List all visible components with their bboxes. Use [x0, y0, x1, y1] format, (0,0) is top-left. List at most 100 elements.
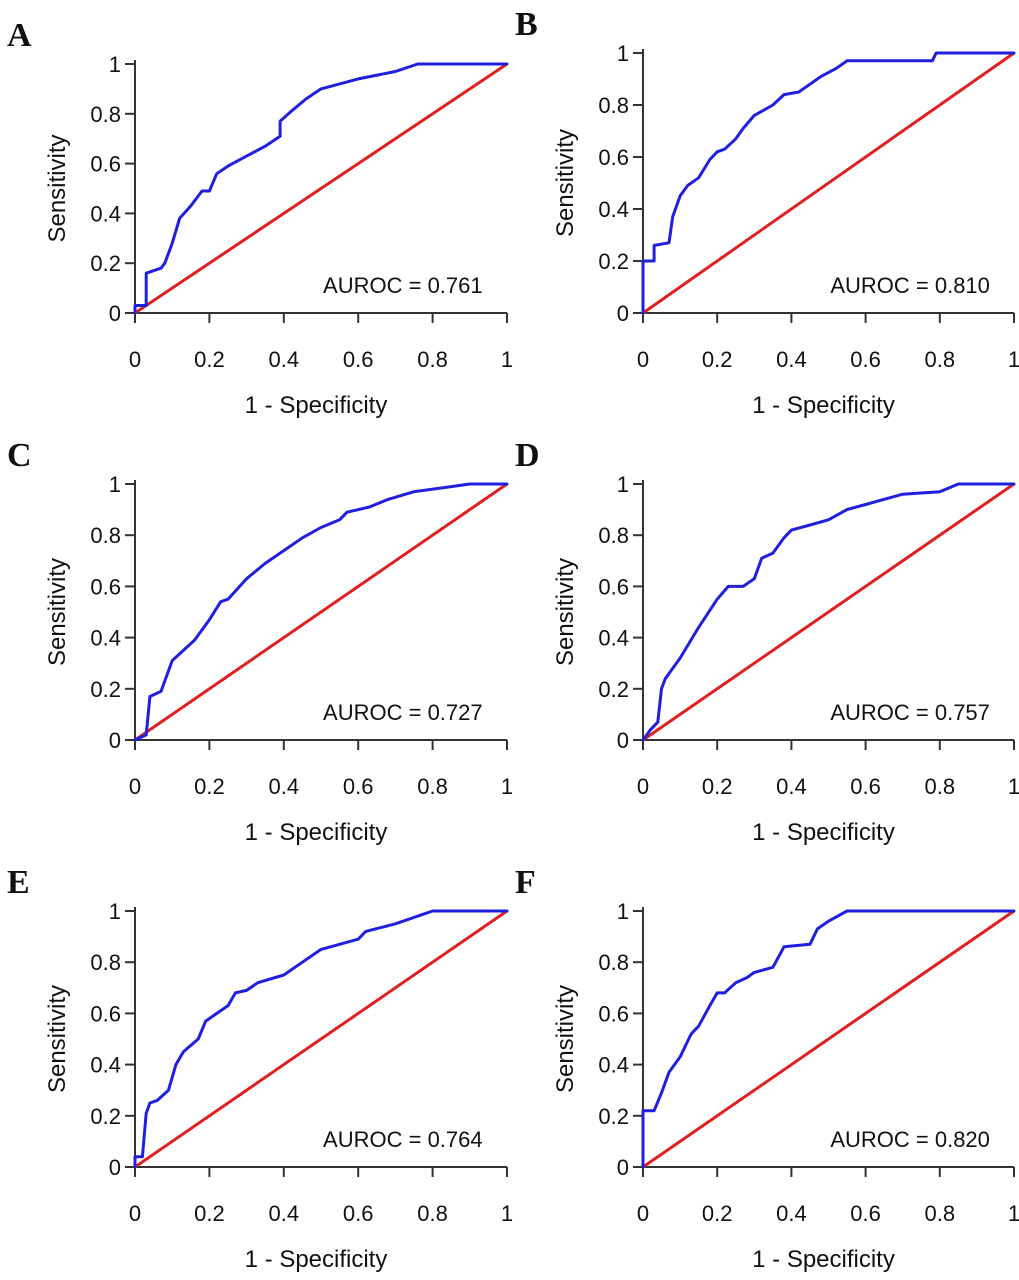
- panel-c-reference-line: [134, 482, 508, 742]
- panel-d-y-tick-label: 0.6: [598, 574, 629, 599]
- panel-c-x-tick-label: 0: [129, 774, 141, 799]
- panel-f-x-tick-label: 0.8: [925, 1201, 956, 1226]
- panel-b-y-tick-label: 0: [617, 301, 629, 326]
- panel-a-x-tick-label: 0.2: [194, 347, 225, 372]
- panel-e-auroc-label: AUROC = 0.764: [323, 1127, 483, 1152]
- panel-e-y-tick-label: 0.8: [90, 950, 121, 975]
- panel-b-y-tick-label: 0.2: [598, 249, 629, 274]
- panel-f-x-tick-label: 1: [1008, 1201, 1019, 1226]
- panel-f-y-axis-title: Sensitivity: [552, 985, 579, 1093]
- panel-b-x-tick-label: 0.2: [702, 347, 733, 372]
- panel-c-roc-curve: [133, 482, 509, 742]
- panel-c-x-tick-label: 0.2: [194, 774, 225, 799]
- panel-d-auroc-label: AUROC = 0.757: [830, 700, 990, 725]
- panel-f-x-tick-label: 0.6: [850, 1201, 881, 1226]
- panel-b-x-tick-label: 0: [637, 347, 649, 372]
- panel-f-x-tick-label: 0: [637, 1201, 649, 1226]
- panel-e-x-tick-label: 0.6: [343, 1201, 374, 1226]
- panel-d-y-tick-label: 0: [617, 728, 629, 753]
- panel-f-y-tick-label: 0: [617, 1155, 629, 1180]
- panel-e-x-tick-label: 0: [129, 1201, 141, 1226]
- panel-d-x-tick-label: 1: [1008, 774, 1019, 799]
- panel-d-reference-line: [642, 482, 1015, 742]
- panel-c-y-tick-label: 0: [109, 728, 121, 753]
- panel-e-y-axis-title: Sensitivity: [44, 985, 71, 1093]
- panel-c-x-tick-label: 0.4: [269, 774, 300, 799]
- panel-e-x-axis-title: 1 - Specificity: [245, 1246, 388, 1273]
- panel-a-x-tick-label: 1: [501, 347, 513, 372]
- panel-d-x-tick-label: 0.8: [925, 774, 956, 799]
- panel-b-auroc-label: AUROC = 0.810: [830, 273, 990, 298]
- panel-c-y-tick-label: 0.4: [90, 626, 121, 651]
- panel-e-x-tick-label: 0.8: [417, 1201, 448, 1226]
- panel-b-reference-line: [642, 51, 1015, 315]
- panel-b-x-tick-label: 1: [1008, 347, 1019, 372]
- panel-b: B 0 0.2 0.4 0.6 0.8 1 0 0.2 0.4 0.6 0.8 1 1 - Specifi…: [515, 6, 1019, 419]
- panel-a-reference-line: [134, 62, 508, 315]
- panel-d-y-tick-label: 0.2: [598, 677, 629, 702]
- panel-f-y-tick-label: 0.6: [598, 1001, 629, 1026]
- panel-d-y-tick-label: 0.8: [598, 523, 629, 548]
- panel-a-auroc-label: AUROC = 0.761: [323, 273, 483, 298]
- panel-c-x-tick-label: 1: [501, 774, 513, 799]
- panel-b-x-axis-title: 1 - Specificity: [752, 392, 895, 419]
- panel-d-letter: D: [515, 437, 540, 474]
- panel-c-y-axis-title: Sensitivity: [44, 558, 71, 666]
- panel-e: E 0 0.2 0.4 0.6 0.8 1 0 0.2 0.4 0.6 0.8 1 1 - Specifi…: [7, 864, 513, 1273]
- panel-a-x-axis-title: 1 - Specificity: [245, 392, 388, 419]
- panel-a-x-tick-label: 0.4: [269, 347, 300, 372]
- panel-e-y-tick-label: 0: [109, 1155, 121, 1180]
- panel-b-y-tick-label: 0.6: [598, 145, 629, 170]
- panel-f-x-tick-label: 0.4: [776, 1201, 807, 1226]
- panel-e-y-tick-label: 0.4: [90, 1053, 121, 1078]
- panel-f-y-tick-label: 0.2: [598, 1104, 629, 1129]
- panel-b-y-tick-label: 1: [617, 41, 629, 66]
- panel-e-x-tick-label: 0.4: [269, 1201, 300, 1226]
- panel-a-x-tick-label: 0: [129, 347, 141, 372]
- panel-e-y-tick-label: 1: [109, 899, 121, 924]
- panel-c-auroc-label: AUROC = 0.727: [323, 700, 483, 725]
- panel-b-x-tick-label: 0.6: [850, 347, 881, 372]
- panel-d-y-tick-label: 1: [617, 472, 629, 497]
- panel-a-roc-curve: [133, 62, 509, 315]
- panel-e-y-tick-label: 0.2: [90, 1104, 121, 1129]
- panel-d-x-tick-label: 0: [637, 774, 649, 799]
- panel-e-reference-line: [134, 909, 508, 1169]
- panel-e-y-tick-label: 0.6: [90, 1001, 121, 1026]
- panel-d-y-axis-title: Sensitivity: [552, 558, 579, 666]
- panel-f-y-tick-label: 1: [617, 899, 629, 924]
- panel-a-letter: A: [7, 17, 32, 54]
- panel-c-x-tick-label: 0.8: [417, 774, 448, 799]
- panel-a-x-tick-label: 0.6: [343, 347, 374, 372]
- panel-c-letter: C: [7, 437, 32, 474]
- panel-d-x-axis-title: 1 - Specificity: [752, 819, 895, 846]
- panel-d: D 0 0.2 0.4 0.6 0.8 1 0 0.2 0.4 0.6 0.8 1 1 - Specifi…: [515, 437, 1019, 846]
- panel-a-y-tick-label: 0.6: [90, 152, 121, 177]
- panel-a-y-tick-label: 0: [109, 301, 121, 326]
- panel-e-x-tick-label: 0.2: [194, 1201, 225, 1226]
- panel-f-roc-curve: [641, 909, 1016, 1169]
- panel-a-y-tick-label: 0.8: [90, 102, 121, 127]
- panel-a: A 0 0.2 0.4 0.6 0.8 1 0 0.2 0.4 0.6 0.8 1 1 - Specifi…: [7, 17, 513, 419]
- panel-b-y-tick-label: 0.8: [598, 93, 629, 118]
- panel-a-x-tick-label: 0.8: [417, 347, 448, 372]
- panel-b-roc-curve: [641, 51, 1016, 315]
- panel-b-y-tick-label: 0.4: [598, 197, 629, 222]
- panel-c-x-axis-title: 1 - Specificity: [245, 819, 388, 846]
- panel-c-y-tick-label: 0.2: [90, 677, 121, 702]
- panel-b-x-tick-label: 0.8: [925, 347, 956, 372]
- panel-b-x-tick-label: 0.4: [776, 347, 807, 372]
- panel-f-x-tick-label: 0.2: [702, 1201, 733, 1226]
- panel-f-y-tick-label: 0.4: [598, 1053, 629, 1078]
- panel-a-y-tick-label: 1: [109, 52, 121, 77]
- panel-f-letter: F: [515, 864, 536, 901]
- panel-d-x-tick-label: 0.2: [702, 774, 733, 799]
- panel-f-reference-line: [642, 909, 1015, 1169]
- panel-d-y-tick-label: 0.4: [598, 626, 629, 651]
- panel-e-x-tick-label: 1: [501, 1201, 513, 1226]
- panel-d-x-tick-label: 0.4: [776, 774, 807, 799]
- panel-f: F 0 0.2 0.4 0.6 0.8 1 0 0.2 0.4 0.6 0.8 1 1 - Specifi…: [515, 864, 1019, 1273]
- panel-f-auroc-label: AUROC = 0.820: [830, 1127, 990, 1152]
- panel-b-letter: B: [515, 6, 538, 43]
